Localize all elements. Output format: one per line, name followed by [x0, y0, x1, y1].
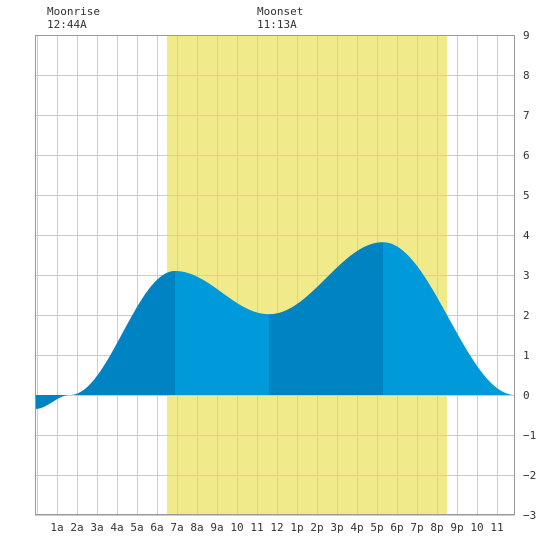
y-tick-label: 7 — [523, 109, 530, 122]
tide-area-band — [175, 271, 269, 395]
tide-area-band — [383, 242, 515, 395]
y-tick-label: −2 — [523, 469, 536, 482]
plot-frame — [35, 35, 515, 515]
y-tick-label: 9 — [523, 29, 530, 42]
x-tick-label: 7p — [410, 521, 423, 534]
y-tick-label: −1 — [523, 429, 536, 442]
moonset-time: 11:13A — [257, 18, 297, 31]
moonrise-label: Moonrise — [47, 5, 100, 18]
x-tick-label: 11 — [250, 521, 263, 534]
y-tick-label: 8 — [523, 69, 530, 82]
x-tick-label: 9p — [450, 521, 463, 534]
x-tick-label: 2p — [310, 521, 323, 534]
x-tick-label: 1p — [290, 521, 303, 534]
y-tick-label: 2 — [523, 309, 530, 322]
x-tick-label: 4p — [350, 521, 363, 534]
x-tick-label: 9a — [210, 521, 223, 534]
moonrise-time: 12:44A — [47, 18, 87, 31]
x-tick-label: 8p — [430, 521, 443, 534]
x-tick-label: 5p — [370, 521, 383, 534]
x-tick-label: 6a — [150, 521, 163, 534]
x-tick-label: 12 — [270, 521, 283, 534]
y-tick-label: 0 — [523, 389, 530, 402]
tide-area-band — [35, 394, 72, 409]
y-tick-label: −3 — [523, 509, 536, 522]
x-tick-label: 11 — [490, 521, 503, 534]
y-tick-label: 5 — [523, 189, 530, 202]
x-tick-label: 6p — [390, 521, 403, 534]
x-tick-label: 10 — [470, 521, 483, 534]
tide-area-band — [72, 271, 175, 395]
x-tick-label: 3p — [330, 521, 343, 534]
moonset-label: Moonset — [257, 5, 303, 18]
x-tick-label: 10 — [230, 521, 243, 534]
y-tick-label: 4 — [523, 229, 530, 242]
x-tick-label: 1a — [50, 521, 63, 534]
x-tick-label: 5a — [130, 521, 143, 534]
x-tick-label: 3a — [90, 521, 103, 534]
x-tick-label: 8a — [190, 521, 203, 534]
y-tick-label: 1 — [523, 349, 530, 362]
x-tick-label: 4a — [110, 521, 123, 534]
y-tick-label: 3 — [523, 269, 530, 282]
x-tick-label: 7a — [170, 521, 183, 534]
tide-area-band — [269, 242, 383, 395]
y-tick-label: 6 — [523, 149, 530, 162]
x-tick-label: 2a — [70, 521, 83, 534]
